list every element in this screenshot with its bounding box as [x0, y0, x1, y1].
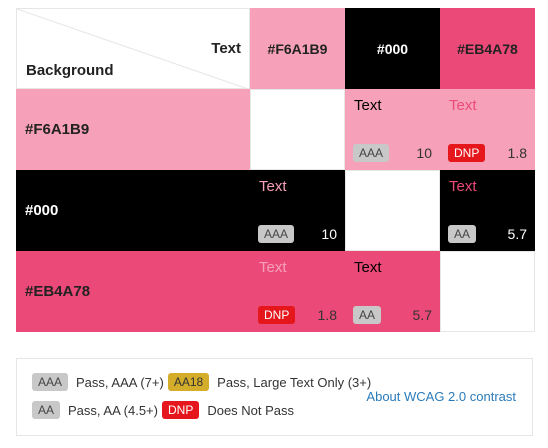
legend-aa-text: Pass, AA (4.5+) [68, 402, 158, 418]
sample-text: Text [259, 259, 287, 276]
aa-badge: AA [353, 306, 382, 324]
contrast-cell: Text AA 5.7 [345, 251, 440, 332]
legend-panel: AAA Pass, AAA (7+) AA18 Pass, Large Text… [16, 358, 533, 436]
contrast-cell: Text DNP 1.8 [250, 251, 345, 332]
empty-cell [345, 170, 440, 251]
dnp-badge: DNP [258, 306, 296, 324]
legend-row-2: AA Pass, AA (4.5+) DNP Does Not Pass [32, 401, 296, 419]
contrast-matrix: Text Background #F6A1B9 #000 #EB4A78 #F6A1B… [16, 8, 536, 332]
sample-text: Text [354, 97, 382, 114]
aaa-badge: AAA [353, 144, 390, 162]
row-header-0: #F6A1B9 [16, 89, 250, 170]
aaa-badge: AAA [258, 225, 295, 243]
contrast-ratio: 1.8 [507, 145, 527, 161]
legend-dnp-text: Does Not Pass [207, 402, 295, 418]
contrast-ratio: 5.7 [412, 307, 432, 323]
row-header-1: #000 [16, 170, 250, 251]
background-axis-label: Background [26, 62, 114, 79]
legend-row-1: AAA Pass, AAA (7+) AA18 Pass, Large Text… [32, 373, 373, 391]
legend-aaa-badge: AAA [32, 373, 69, 391]
aa-badge: AA [448, 225, 477, 243]
empty-cell [440, 251, 535, 332]
contrast-ratio: 10 [416, 145, 432, 161]
foreground-axis-label: Text [211, 40, 241, 57]
sample-text: Text [449, 97, 477, 114]
legend-aa18-text: Pass, Large Text Only (3+) [217, 374, 372, 390]
about-wcag-link[interactable]: About WCAG 2.0 contrast [366, 389, 516, 404]
dnp-badge: DNP [448, 144, 486, 162]
legend-dnp-badge: DNP [161, 401, 200, 419]
legend-aaa-text: Pass, AAA (7+) [76, 374, 164, 390]
row-header-2: #EB4A78 [16, 251, 250, 332]
contrast-cell: Text DNP 1.8 [440, 89, 535, 170]
sample-text: Text [449, 178, 477, 195]
contrast-ratio: 5.7 [507, 226, 527, 242]
column-header-0: #F6A1B9 [250, 8, 345, 89]
corner-diagonal-icon [17, 9, 247, 88]
empty-cell [250, 89, 345, 170]
contrast-ratio: 10 [321, 226, 337, 242]
column-header-2: #EB4A78 [440, 8, 535, 89]
matrix-corner: Text Background [16, 8, 250, 89]
sample-text: Text [354, 259, 382, 276]
contrast-cell: Text AA 5.7 [440, 170, 535, 251]
legend-aa18-badge: AA18 [167, 373, 210, 391]
contrast-ratio: 1.8 [317, 307, 337, 323]
legend-aa-badge: AA [32, 401, 61, 419]
contrast-cell: Text AAA 10 [345, 89, 440, 170]
column-header-1: #000 [345, 8, 440, 89]
sample-text: Text [259, 178, 287, 195]
contrast-cell: Text AAA 10 [250, 170, 345, 251]
